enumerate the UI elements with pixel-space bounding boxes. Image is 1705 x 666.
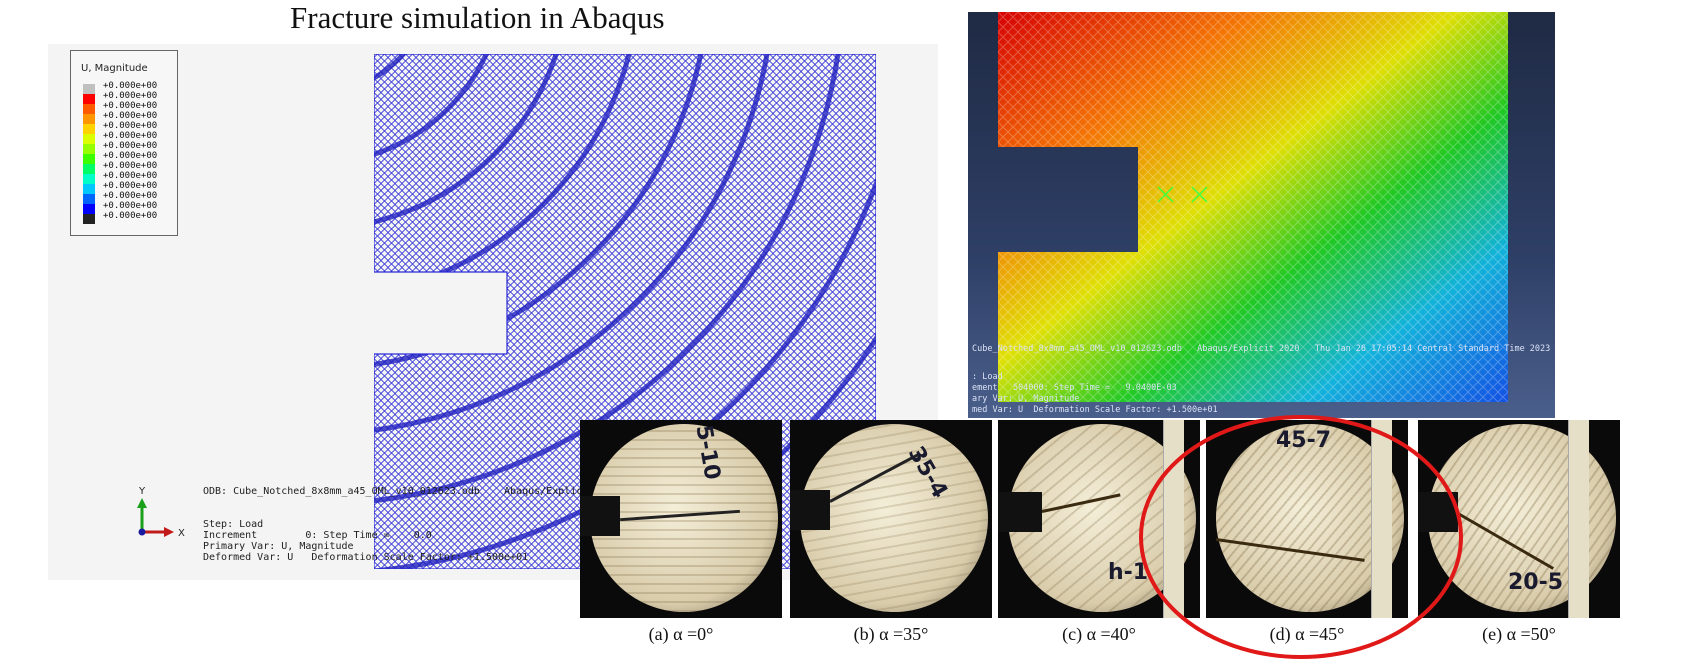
specimen-label: h-1: [1108, 560, 1149, 585]
photo-c[interactable]: h-1: [998, 420, 1200, 618]
caption-c: (c) α =40°: [1062, 624, 1136, 644]
caption-e: (e) α =50°: [1482, 624, 1556, 644]
contour-line: ary Var: U, Magnitude: [972, 394, 1080, 404]
triad-x-label: X: [178, 528, 185, 539]
legend-title: U, Magnitude: [81, 63, 148, 74]
legend-value: +0.000e+00: [103, 151, 158, 161]
caption-b: (b) α =35°: [853, 624, 929, 644]
photo-b[interactable]: 35-4: [790, 420, 992, 618]
axis-triad: Y X: [137, 486, 185, 539]
legend-value: +0.000e+00: [103, 171, 158, 181]
legend-value: +0.000e+00: [103, 121, 158, 131]
odb-line: Increment 0: Step Time = 0.0: [203, 530, 432, 541]
contour-info: Cube_Notched_8x8mm_a45_OML_v10_012623.od…: [972, 344, 1550, 416]
caption-d: (d) α =45°: [1269, 624, 1345, 644]
legend-value: +0.000e+00: [103, 181, 158, 191]
legend-value: +0.000e+00: [103, 131, 158, 141]
legend-values: +0.000e+00 +0.000e+00 +0.000e+00 +0.000e…: [103, 81, 157, 221]
legend-value: +0.000e+00: [103, 201, 158, 211]
legend-value: +0.000e+00: [103, 91, 158, 101]
legend: U, Magnitude +0.000e+00 +0.000e+00 +0.00…: [70, 50, 178, 236]
legend-value: +0.000e+00: [103, 101, 158, 111]
contour-plot: [998, 12, 1508, 402]
contour-line: ement 504000: Step Time = 9.0400E-03: [972, 383, 1177, 393]
legend-value: +0.000e+00: [103, 81, 158, 91]
triad-y-label: Y: [138, 486, 146, 497]
contour-line: : Load: [972, 372, 1003, 382]
photo-a[interactable]: 5-10: [580, 420, 782, 618]
abaqus-viewport-contour[interactable]: Cube_Notched_8x8mm_a45_OML_v10_012623.od…: [968, 12, 1555, 418]
odb-info: ODB: Cube_Notched_8x8mm_a45_OML_v10_0126…: [203, 486, 594, 563]
legend-color-bar: [83, 84, 95, 224]
odb-line: Deformed Var: U Deformation Scale Factor…: [203, 552, 529, 563]
specimen-label: 45-7: [1276, 428, 1332, 453]
legend-value: +0.000e+00: [103, 191, 158, 201]
legend-value: +0.000e+00: [103, 211, 158, 221]
contour-line: Cube_Notched_8x8mm_a45_OML_v10_012623.od…: [972, 344, 1551, 354]
highlight-ellipse: [1139, 415, 1463, 659]
legend-value: +0.000e+00: [103, 141, 158, 151]
legend-value: +0.000e+00: [103, 161, 158, 171]
contour-line: med Var: U Deformation Scale Factor: +1.…: [972, 405, 1218, 415]
specimen-label: 20-5: [1508, 570, 1564, 595]
page-title: Fracture simulation in Abaqus: [290, 0, 665, 35]
caption-a: (a) α =0°: [648, 624, 714, 644]
odb-line: Primary Var: U, Magnitude: [203, 541, 354, 552]
odb-line: Step: Load: [203, 519, 264, 530]
photo-d[interactable]: 45-7: [1206, 420, 1408, 618]
specimen-photos: 5-10 (a) α =0° 35-4 (b) α =35° h-1 (c) α…: [580, 420, 1620, 666]
odb-line: ODB: Cube_Notched_8x8mm_a45_OML_v10_0126…: [203, 486, 595, 497]
legend-value: +0.000e+00: [103, 111, 158, 121]
